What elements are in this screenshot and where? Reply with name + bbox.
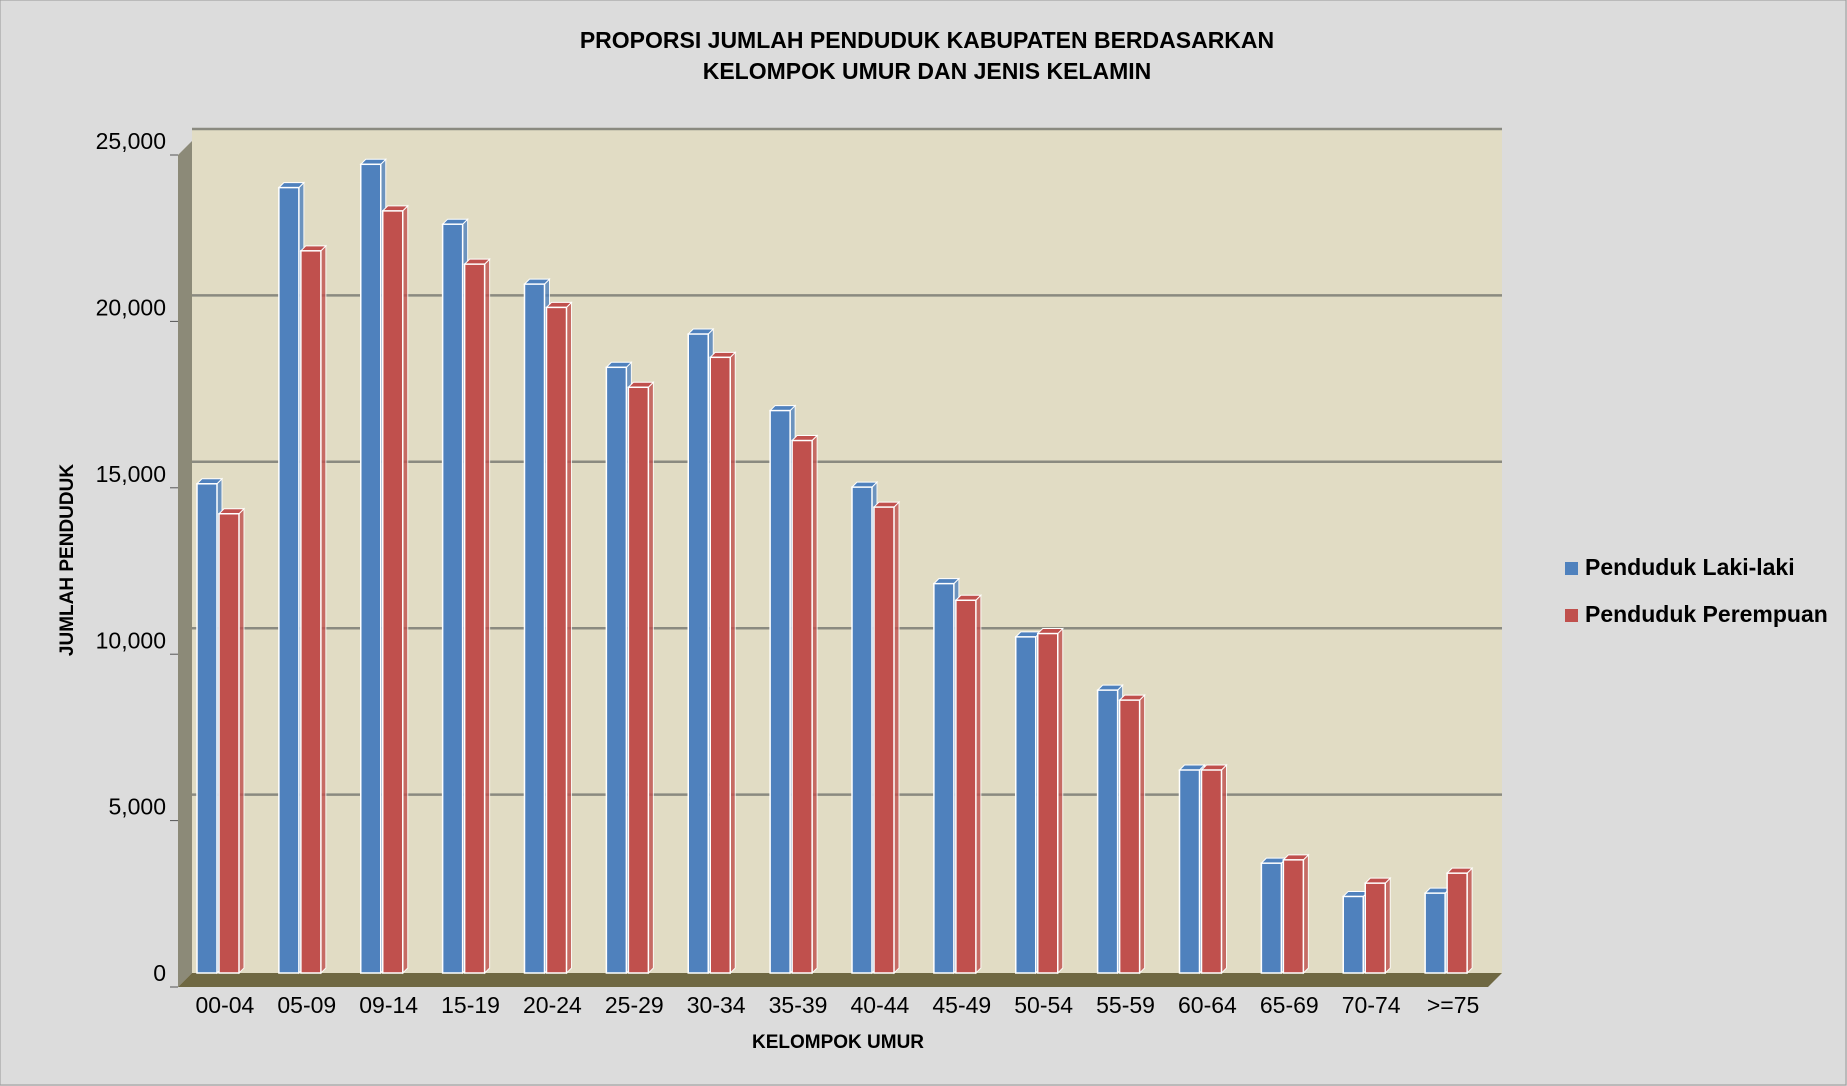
y-tick-label: 15,000 xyxy=(96,461,166,487)
bar xyxy=(1446,872,1468,974)
x-tick-label: 15-19 xyxy=(441,992,500,1018)
floor xyxy=(178,973,1502,987)
legend-label: Penduduk Perempuan xyxy=(1585,601,1828,627)
bar xyxy=(605,366,628,974)
bar xyxy=(545,306,568,974)
bar-top xyxy=(790,435,819,442)
bar xyxy=(1178,769,1201,974)
bar xyxy=(1260,862,1283,974)
y-tick-label: 5,000 xyxy=(108,794,166,820)
x-tick-label: 50-54 xyxy=(1014,992,1073,1018)
plot-area xyxy=(192,129,1502,973)
y-tick-label: 0 xyxy=(153,960,166,986)
bar xyxy=(463,263,486,974)
bar xyxy=(1364,882,1386,974)
bar-top xyxy=(217,508,246,515)
x-tick-label: 55-59 xyxy=(1096,992,1155,1018)
x-tick-label: 65-69 xyxy=(1260,992,1319,1018)
x-tick-label: 40-44 xyxy=(851,992,910,1018)
bar xyxy=(523,283,546,974)
chart-title: PROPORSI JUMLAH PENDUDUK KABUPATEN BERDA… xyxy=(580,27,1274,53)
bar xyxy=(1424,892,1446,974)
bar xyxy=(791,439,813,974)
side-wall xyxy=(178,141,192,987)
bar xyxy=(218,512,240,974)
x-tick-label: 05-09 xyxy=(277,992,336,1018)
bar-top xyxy=(709,351,737,358)
chart-title: KELOMPOK UMUR DAN JENIS KELAMIN xyxy=(703,58,1152,84)
bar xyxy=(196,483,218,974)
x-axis-label: KELOMPOK UMUR xyxy=(752,1032,924,1053)
bar xyxy=(769,409,791,974)
x-tick-label: 60-64 xyxy=(1178,992,1237,1018)
x-tick-label: 00-04 xyxy=(196,992,255,1018)
bar xyxy=(382,210,404,974)
x-tick-label: >=75 xyxy=(1427,992,1479,1018)
bar xyxy=(1200,769,1223,974)
legend-label: Penduduk Laki-laki xyxy=(1585,554,1795,580)
bar xyxy=(1342,895,1364,974)
bar xyxy=(441,223,464,974)
bar-top xyxy=(277,182,306,189)
bar xyxy=(360,163,382,974)
bar xyxy=(873,506,895,974)
x-tick-label: 35-39 xyxy=(769,992,828,1018)
bar xyxy=(851,486,873,974)
x-tick-label: 25-29 xyxy=(605,992,664,1018)
bar xyxy=(1118,699,1141,974)
bar xyxy=(278,186,300,974)
y-tick-label: 20,000 xyxy=(96,294,166,320)
x-tick-label: 45-49 xyxy=(932,992,991,1018)
x-tick-label: 30-34 xyxy=(687,992,746,1018)
legend-swatch xyxy=(1565,562,1578,575)
bar xyxy=(1015,636,1037,974)
bar xyxy=(1037,632,1059,974)
bar xyxy=(1096,689,1119,974)
x-tick-label: 20-24 xyxy=(523,992,582,1018)
x-tick-label: 70-74 xyxy=(1342,992,1401,1018)
bar-top xyxy=(850,481,879,488)
x-tick-label: 09-14 xyxy=(359,992,418,1018)
bar xyxy=(1282,859,1305,974)
bar xyxy=(955,599,977,974)
y-tick-label: 10,000 xyxy=(96,627,166,653)
bar xyxy=(627,386,650,974)
y-axis-label: JUMLAH PENDUDUK xyxy=(57,464,78,656)
legend-swatch xyxy=(1565,609,1578,622)
bar xyxy=(687,333,709,974)
y-tick-label: 25,000 xyxy=(96,128,166,154)
bar xyxy=(933,582,955,974)
bar xyxy=(300,250,322,974)
bar xyxy=(709,356,731,974)
